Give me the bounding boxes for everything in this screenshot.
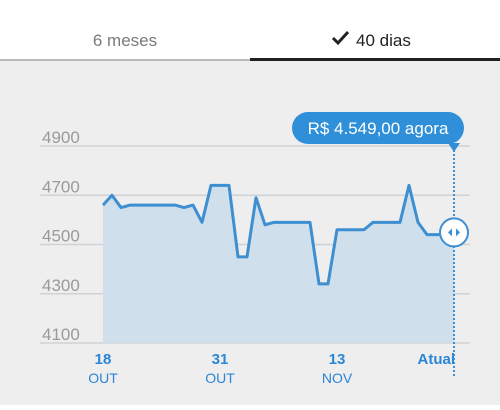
tab-underline-active [250,58,500,61]
tab[interactable]: 6 meses [93,31,157,50]
y-tick-label: 4700 [42,177,80,196]
x-tick-label: Atual [418,351,456,368]
x-tick-sublabel: OUT [205,370,235,386]
x-tick-label: 31 [212,351,229,368]
x-tick-sublabel: NOV [322,370,353,386]
cursor-handle [439,217,469,248]
check-icon [331,30,350,46]
y-tick-label: 4300 [42,276,80,295]
tab-underline [0,59,250,61]
line [101,183,455,286]
tab-bar [0,0,500,61]
area [103,185,454,343]
x-tick-sublabel: OUT [88,370,118,386]
price-bubble [292,112,464,144]
y-tick-label: 4100 [42,325,80,344]
x-tick-label: 18 [95,351,112,368]
plot: 4100 4300 4500 4700 4900 18 OUT 31 OUT 13 NOV Atual [40,128,470,386]
x-tick-label: 13 [329,351,346,368]
y-tick-label: 4500 [42,227,80,246]
handle-arrows [448,228,460,237]
price-label: R$ 4.549,00 agora [308,119,449,138]
bubble-pointer [448,143,460,152]
y-tick-label: 4900 [42,128,80,147]
tab-active[interactable]: 40 dias [356,31,411,50]
